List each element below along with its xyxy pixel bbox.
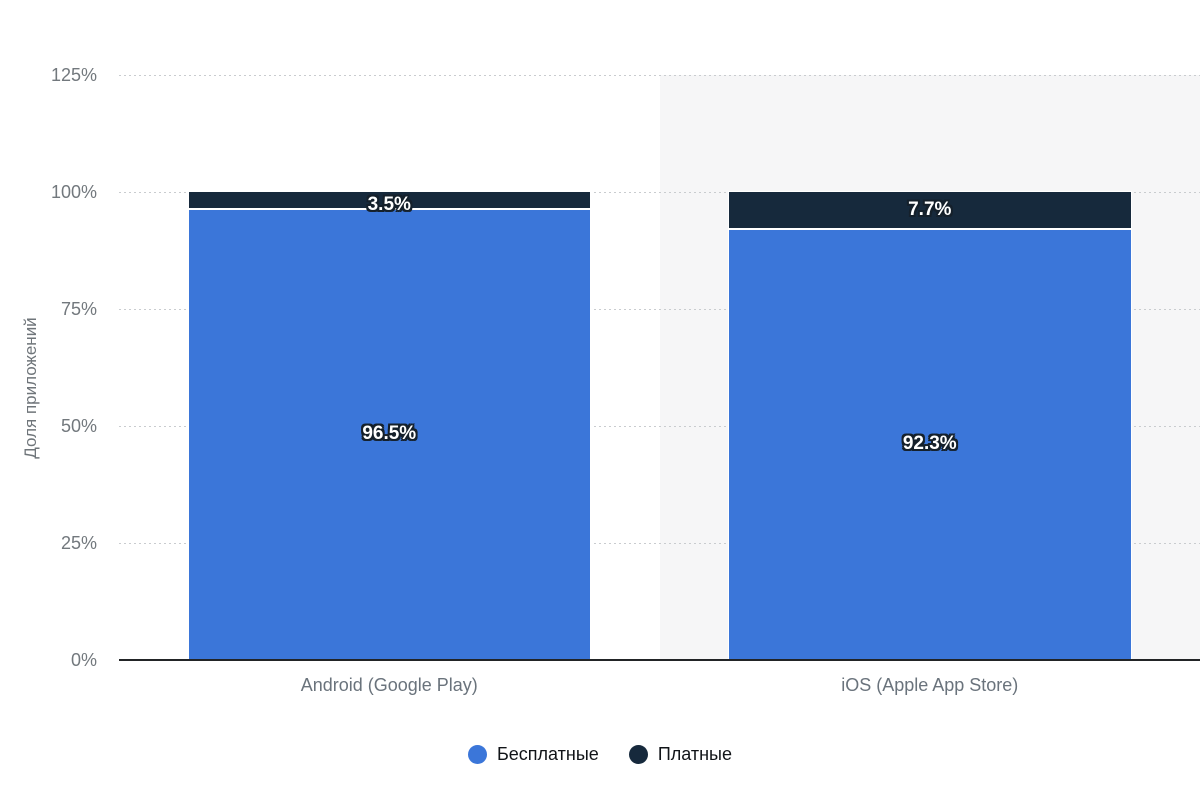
bar-android: 3.5% 96.5% xyxy=(188,192,590,660)
y-tick-label: 125% xyxy=(50,65,97,85)
legend-item-free[interactable]: Бесплатные xyxy=(467,744,599,765)
legend: Бесплатные Платные xyxy=(0,744,1200,765)
y-tick-label: 25% xyxy=(60,533,97,553)
x-axis-line xyxy=(119,659,1200,661)
x-axis-label: Android (Google Play) xyxy=(300,675,478,695)
y-tick-label: 100% xyxy=(50,182,97,202)
y-tick-label: 50% xyxy=(60,416,97,436)
free-series-marker-icon xyxy=(467,745,487,764)
paid-segment[interactable] xyxy=(729,192,1131,229)
y-axis-title: Доля приложений xyxy=(21,317,40,459)
y-tick-label: 75% xyxy=(60,299,97,319)
free-segment[interactable] xyxy=(188,208,590,660)
y-tick-label: 0% xyxy=(70,650,97,670)
bar-ios: 7.7% 92.3% xyxy=(729,192,1131,660)
free-data-label: 96.5% xyxy=(362,423,417,445)
paid-series-marker-icon xyxy=(628,745,648,764)
paid-data-label: 7.7% xyxy=(908,199,952,221)
paid-data-label: 3.5% xyxy=(367,194,411,215)
y-gridline xyxy=(119,309,1200,310)
legend-label-paid: Платные xyxy=(657,744,733,764)
paid-segment[interactable] xyxy=(188,192,590,209)
y-gridline xyxy=(119,426,1200,427)
y-gridline xyxy=(119,192,1200,193)
x-axis-label: iOS (Apple App Store) xyxy=(841,675,1019,695)
free-segment[interactable] xyxy=(729,228,1131,660)
legend-item-paid[interactable]: Платные xyxy=(628,744,733,765)
y-gridline xyxy=(119,75,1200,76)
y-gridline xyxy=(119,543,1200,544)
free-data-label: 92.3% xyxy=(902,433,957,455)
legend-label-free: Бесплатные xyxy=(496,744,599,764)
